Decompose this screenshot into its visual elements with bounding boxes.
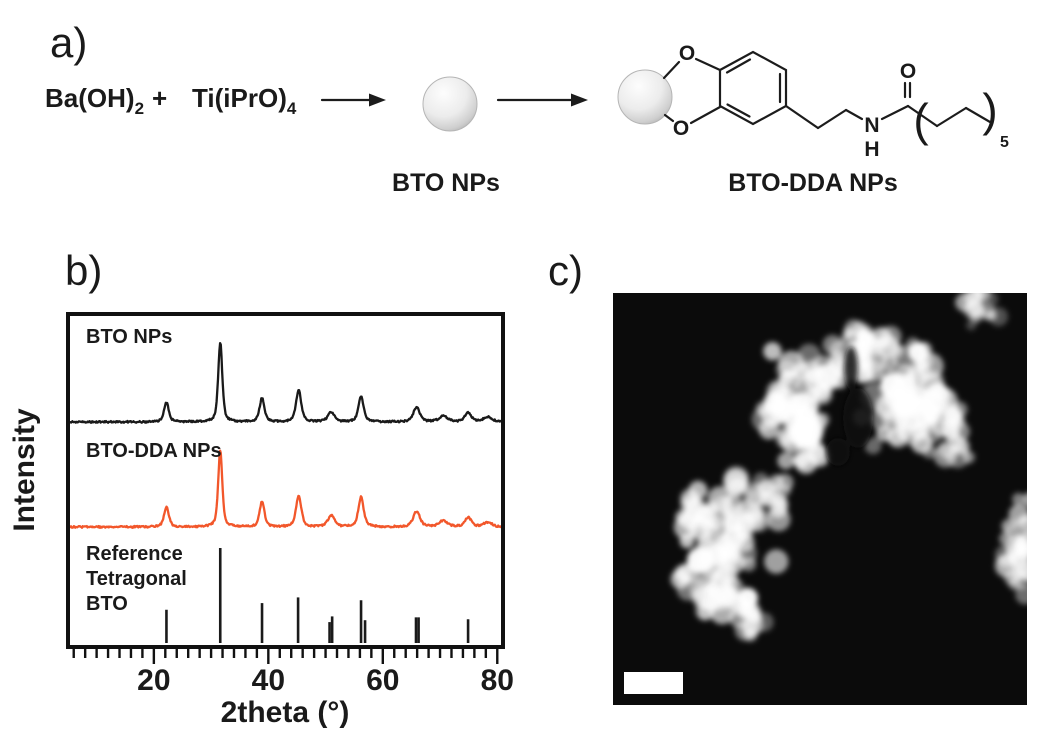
nanoparticle-grain	[758, 419, 779, 440]
panel-a-letter: a)	[50, 19, 87, 66]
nanoparticle-grain	[732, 524, 749, 541]
product-1-label: BTO NPs	[392, 169, 500, 197]
bright-grain	[789, 415, 823, 449]
reagent-1: Ba(OH)2	[45, 83, 144, 118]
panel-b-letter: b)	[65, 247, 102, 294]
nanoparticle-grain	[777, 452, 795, 470]
nanoparticle-grain	[922, 444, 937, 459]
nanoparticle-grain	[680, 488, 700, 509]
bright-grain	[855, 329, 873, 347]
aggregate-gap	[844, 346, 858, 390]
nanoparticle-grain	[712, 495, 732, 515]
nanoparticle-grain	[969, 293, 983, 302]
scale-bar	[624, 672, 683, 694]
nanoparticle-grain	[897, 424, 913, 441]
nanoparticle-grain	[679, 509, 700, 530]
carbonyl-o: O	[900, 60, 916, 83]
benzene-ring	[718, 50, 788, 126]
aggregate-dark-gaps	[826, 346, 873, 466]
bright-grain	[880, 373, 906, 399]
x-tick-label: 40	[252, 664, 285, 697]
bright-grain	[687, 547, 713, 573]
bto-dda-nanoparticle-sphere	[617, 69, 673, 125]
nanoparticle-grain	[670, 569, 691, 589]
series-label-bto-nps: BTO NPs	[86, 326, 172, 348]
x-axis-tick-labels: 20 40 60 80	[137, 664, 514, 697]
nanoparticle-grain	[764, 549, 789, 574]
bright-grain	[738, 588, 758, 608]
nanoparticle-grain	[1012, 492, 1025, 506]
nanoparticle-grain	[892, 392, 916, 417]
x-tick-label: 20	[137, 664, 170, 697]
y-axis-title: Intensity	[8, 408, 41, 532]
nanoparticle-grain	[792, 451, 810, 469]
series-label-bto-dda-nps: BTO-DDA NPs	[86, 440, 222, 462]
nanoparticle-grain	[944, 411, 962, 429]
nanoparticle-grain	[741, 556, 757, 572]
nanoparticle-grain	[811, 355, 834, 378]
catechol-o-top: O	[679, 42, 695, 65]
nanoparticle-grain	[694, 505, 719, 529]
series-label-reference: Reference Tetragonal BTO	[86, 543, 187, 615]
nanoparticle-grain	[945, 444, 970, 469]
nanoparticle-grain	[921, 402, 939, 420]
nanoparticle-grain	[1018, 514, 1027, 534]
nanoparticle-grain	[769, 474, 785, 490]
nanoparticle-grain	[919, 373, 943, 397]
x-tick-label: 80	[481, 664, 514, 697]
close-paren: )	[982, 84, 997, 136]
nanoparticle-grain	[703, 595, 720, 612]
reagent-2-subscript: 4	[287, 99, 297, 118]
amide-n: N	[864, 114, 879, 137]
nanoparticle-grain	[1014, 532, 1027, 555]
plus-sign: +	[152, 83, 167, 113]
nanoparticle-grain	[1008, 550, 1027, 569]
panel-b-xrd-plot: b) 20 40 60 80 BTO NPs BTO-DDA NPs Referenc…	[8, 247, 514, 729]
reagent-2: Ti(iPrO)4	[192, 83, 297, 118]
reaction-arrow-2	[496, 93, 588, 107]
nanoparticle-grain	[778, 370, 801, 393]
bright-grain	[908, 342, 928, 362]
nanoparticle-grain	[1001, 518, 1017, 534]
amide-h: H	[864, 138, 879, 161]
nanoparticle-grain	[753, 472, 770, 489]
nanoparticle-grain	[965, 299, 986, 319]
panel-a-reaction-scheme: a) Ba(OH)2 + Ti(iPrO)4 BTO NPs O O	[45, 19, 1009, 197]
nanoparticle-grain	[863, 349, 888, 373]
open-paren: (	[913, 94, 929, 146]
nanoparticle-grain	[717, 544, 734, 562]
nanoparticle-grain	[864, 437, 882, 455]
aggregate-gap	[826, 438, 850, 466]
nanoparticle-grain	[1031, 542, 1046, 557]
nanoparticle-grain	[1012, 567, 1026, 581]
nanoparticle-grain	[822, 334, 843, 355]
nanoparticle-grain	[763, 342, 782, 361]
x-axis-ticks	[72, 649, 499, 664]
nanoparticle-grain	[766, 507, 791, 532]
panel-c-micrograph: c)	[548, 247, 1046, 705]
reagent-1-subscript: 2	[135, 99, 144, 118]
nanoparticle-grain	[1015, 584, 1027, 605]
repeat-subscript: 5	[1000, 134, 1009, 151]
bto-dda-structure: O O N H O ( ) 5	[617, 42, 1009, 161]
aggregate-gap	[843, 388, 873, 448]
product-2-label: BTO-DDA NPs	[728, 169, 897, 197]
nanoparticle-grain	[828, 351, 849, 371]
plot-frame	[66, 312, 505, 649]
x-axis-title: 2theta (°)	[221, 696, 350, 729]
xrd-trace-bto-nps	[68, 341, 503, 424]
nanoparticle-grain	[790, 392, 818, 421]
panel-c-letter: c)	[548, 247, 583, 294]
xrd-traces	[68, 341, 503, 643]
nanoparticle-grain	[723, 466, 749, 492]
bto-nanoparticle-sphere	[422, 76, 478, 132]
xrd-trace-bto-dda-nps	[68, 449, 503, 529]
reaction-arrow-1	[320, 93, 386, 107]
x-tick-label: 60	[366, 664, 399, 697]
catechol-o-bottom: O	[673, 117, 689, 140]
